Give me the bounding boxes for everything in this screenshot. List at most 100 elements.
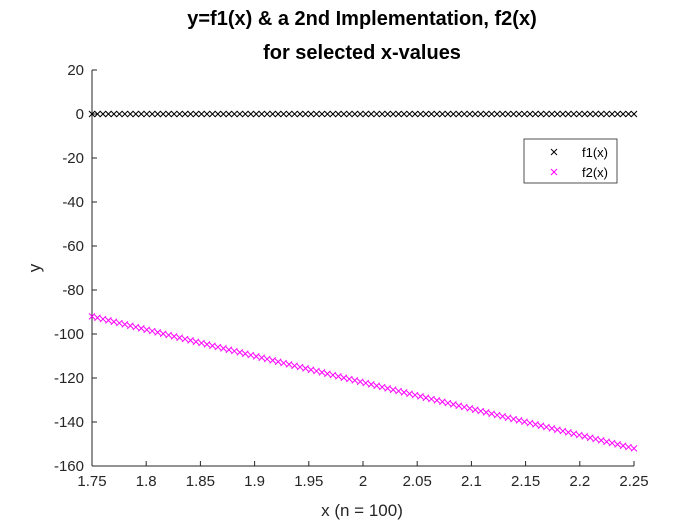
- data-point: [619, 110, 627, 118]
- data-point: [351, 110, 359, 118]
- data-point: [575, 431, 583, 439]
- data-point: [263, 355, 271, 363]
- data-point: [603, 438, 610, 446]
- data-point: [499, 413, 506, 420]
- data-point: [455, 402, 463, 410]
- data-point: [581, 433, 589, 440]
- data-point: [482, 110, 490, 118]
- data-point: [351, 377, 359, 384]
- data-point: [406, 390, 413, 398]
- data-point: [345, 110, 353, 118]
- data-point: [198, 339, 205, 347]
- y-tick-label: -120: [54, 370, 84, 387]
- data-point: [428, 395, 435, 403]
- data-point: [269, 357, 277, 364]
- x-axis-ticks: 1.75 1.8 1.85 1.9 1.95 2 2.05 2.1 2.15 2.2 2.25: [77, 461, 649, 490]
- data-point: [630, 445, 638, 452]
- data-point: [362, 110, 370, 118]
- data-point: [236, 349, 244, 356]
- x-tick-label: 1.9: [244, 473, 265, 490]
- data-point: [307, 110, 315, 118]
- chart-title-line-1: y=f1(x) & a 2nd Implementation, f2(x): [187, 8, 537, 30]
- x-tick-label: 2.05: [403, 473, 432, 490]
- data-point: [575, 110, 583, 118]
- data-point: [477, 407, 485, 415]
- data-point: [258, 354, 266, 362]
- data-point: [532, 421, 539, 428]
- x-tick-label: 1.75: [77, 473, 106, 490]
- legend-label: f1(x): [582, 145, 608, 160]
- data-point: [345, 375, 353, 383]
- data-point: [543, 423, 550, 431]
- data-point: [137, 325, 145, 332]
- data-point: [132, 110, 140, 118]
- data-point: [274, 358, 282, 366]
- data-point: [209, 110, 216, 118]
- data-point: [570, 430, 578, 438]
- data-point: [384, 385, 391, 392]
- data-point: [553, 426, 561, 434]
- data-point: [302, 110, 309, 118]
- legend-marker: [550, 148, 558, 156]
- data-point: [532, 110, 539, 118]
- data-point: [148, 327, 156, 335]
- data-point: [411, 110, 419, 118]
- data-point: [280, 359, 287, 367]
- data-point: [302, 365, 309, 372]
- data-point: [170, 110, 178, 118]
- data-point: [510, 415, 517, 423]
- data-point: [247, 351, 255, 359]
- data-point: [285, 361, 293, 368]
- data-point: [241, 110, 249, 118]
- y-axis-ticks: 20 0 -20 -40 -60 -80 -100 -120 -140 -160: [54, 62, 97, 475]
- y-tick-label: 20: [67, 62, 84, 79]
- data-point: [444, 110, 452, 118]
- data-point: [340, 110, 348, 118]
- data-point: [433, 397, 441, 404]
- data-point: [159, 110, 167, 118]
- data-point: [318, 369, 326, 376]
- y-tick-label: -20: [62, 150, 84, 167]
- x-tick-label: 2.15: [511, 473, 540, 490]
- data-point: [389, 386, 397, 394]
- data-point: [597, 110, 605, 118]
- data-point: [395, 110, 402, 118]
- data-point: [99, 110, 107, 118]
- data-point: [439, 110, 446, 118]
- data-point: [537, 110, 545, 118]
- data-point: [214, 110, 222, 118]
- data-point: [285, 110, 293, 118]
- data-point: [384, 110, 391, 118]
- data-point: [493, 411, 501, 419]
- plot-area: [92, 70, 634, 466]
- data-point: [367, 381, 375, 388]
- x-tick-label: 2: [359, 473, 367, 490]
- data-point: [154, 110, 162, 118]
- data-point: [247, 110, 255, 118]
- data-point: [329, 371, 337, 379]
- data-point: [504, 414, 512, 422]
- y-tick-label: 0: [76, 106, 84, 123]
- data-point: [395, 387, 402, 395]
- data-point: [488, 410, 496, 418]
- data-point: [154, 329, 162, 336]
- data-point: [471, 110, 479, 118]
- data-point: [126, 110, 134, 118]
- data-point: [521, 418, 528, 426]
- data-point: [132, 323, 140, 331]
- data-point: [439, 398, 446, 406]
- data-point: [548, 425, 556, 432]
- data-point: [526, 419, 534, 427]
- data-point: [526, 110, 534, 118]
- data-point: [94, 110, 101, 118]
- data-point: [176, 334, 183, 342]
- data-point: [460, 403, 468, 411]
- data-point: [143, 110, 151, 118]
- data-point: [313, 367, 320, 375]
- data-point: [105, 110, 112, 118]
- data-point: [625, 110, 632, 118]
- data-point: [165, 331, 173, 339]
- data-point: [110, 318, 118, 326]
- data-point: [225, 346, 233, 354]
- data-point: [455, 110, 463, 118]
